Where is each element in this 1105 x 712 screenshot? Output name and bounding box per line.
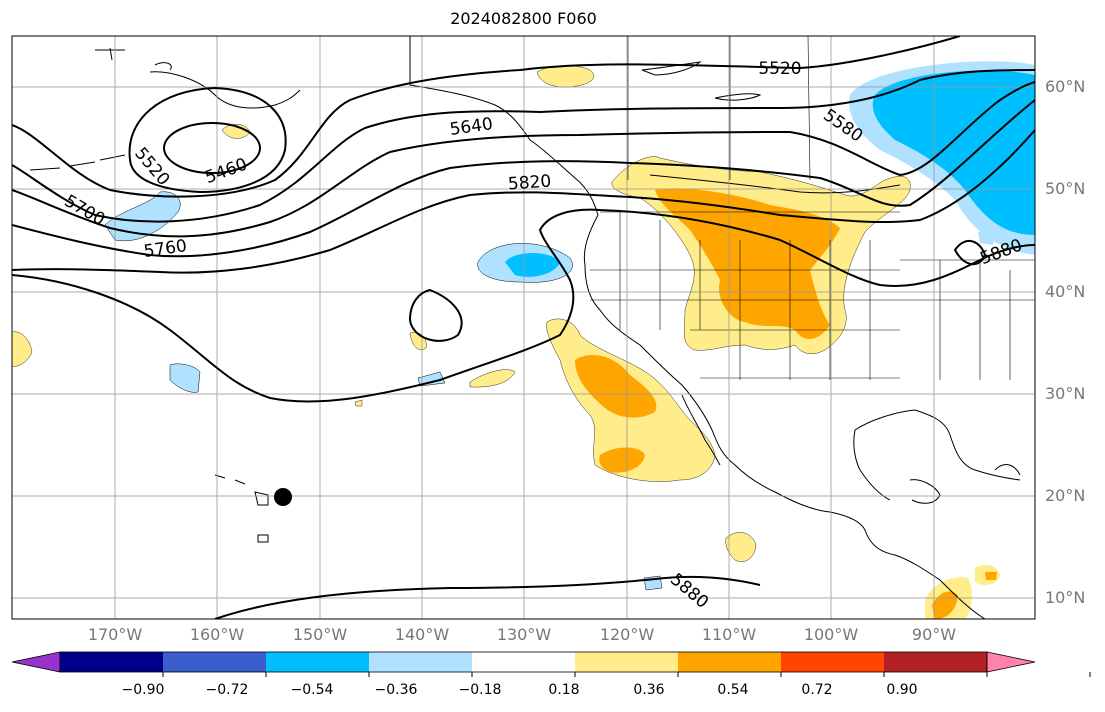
colorbar bbox=[11, 651, 1091, 677]
contour-label: 5520 bbox=[758, 59, 801, 79]
colorbar-tick-label: 0.54 bbox=[717, 682, 749, 698]
lon-label: 150°W bbox=[292, 625, 348, 644]
colorbar-tick-label: −0.90 bbox=[121, 682, 165, 698]
colorbar-tick-label: −0.36 bbox=[374, 682, 418, 698]
colorbar-outline bbox=[59, 651, 988, 673]
lat-label: 10°N bbox=[1045, 588, 1086, 607]
gridlines bbox=[12, 36, 1035, 619]
colorbar-tick-label: −0.72 bbox=[205, 682, 249, 698]
colorbar-tick-label: −0.18 bbox=[458, 682, 502, 698]
height-contours bbox=[12, 36, 1035, 619]
positive-anomaly-shading bbox=[12, 65, 1000, 619]
lat-label: 60°N bbox=[1045, 77, 1086, 96]
colorbar-box bbox=[678, 652, 782, 672]
colorbar-over-arrow bbox=[986, 651, 1036, 673]
colorbar-box bbox=[163, 652, 267, 672]
map-frame bbox=[11, 35, 1036, 620]
colorbar-tick-label: 0.18 bbox=[548, 682, 580, 698]
colorbar-ticks bbox=[162, 672, 1091, 677]
coastlines bbox=[29, 36, 1021, 619]
lat-label: 20°N bbox=[1045, 486, 1086, 505]
lon-label: 170°W bbox=[87, 625, 143, 644]
contour-label: 5820 bbox=[507, 172, 552, 195]
lon-label: 160°W bbox=[189, 625, 245, 644]
map-title: 2024082800 F060 bbox=[450, 9, 597, 28]
lon-label: 110°W bbox=[701, 625, 757, 644]
colorbar-box bbox=[575, 652, 679, 672]
colorbar-tick-label: 0.72 bbox=[801, 682, 833, 698]
colorbar-tick-label: 0.36 bbox=[633, 682, 665, 698]
colorbar-box bbox=[60, 652, 164, 672]
lon-label: 130°W bbox=[496, 625, 552, 644]
colorbar-boxes bbox=[60, 652, 988, 672]
storm-marker-dot bbox=[274, 488, 292, 506]
lon-label: 100°W bbox=[803, 625, 859, 644]
colorbar-box bbox=[884, 652, 988, 672]
lon-label: 90°W bbox=[911, 625, 957, 644]
colorbar-tick-label: −0.54 bbox=[290, 682, 334, 698]
colorbar-box bbox=[472, 652, 576, 672]
colorbar-box bbox=[369, 652, 473, 672]
colorbar-under-arrow bbox=[11, 651, 61, 673]
colorbar-tick-label: 0.90 bbox=[886, 682, 918, 698]
colorbar-box bbox=[781, 652, 885, 672]
lat-label: 40°N bbox=[1045, 282, 1086, 301]
lon-label: 140°W bbox=[394, 625, 450, 644]
lat-label: 50°N bbox=[1045, 179, 1086, 198]
colorbar-box bbox=[266, 652, 370, 672]
lat-label: 30°N bbox=[1045, 384, 1086, 403]
lon-label: 120°W bbox=[599, 625, 655, 644]
